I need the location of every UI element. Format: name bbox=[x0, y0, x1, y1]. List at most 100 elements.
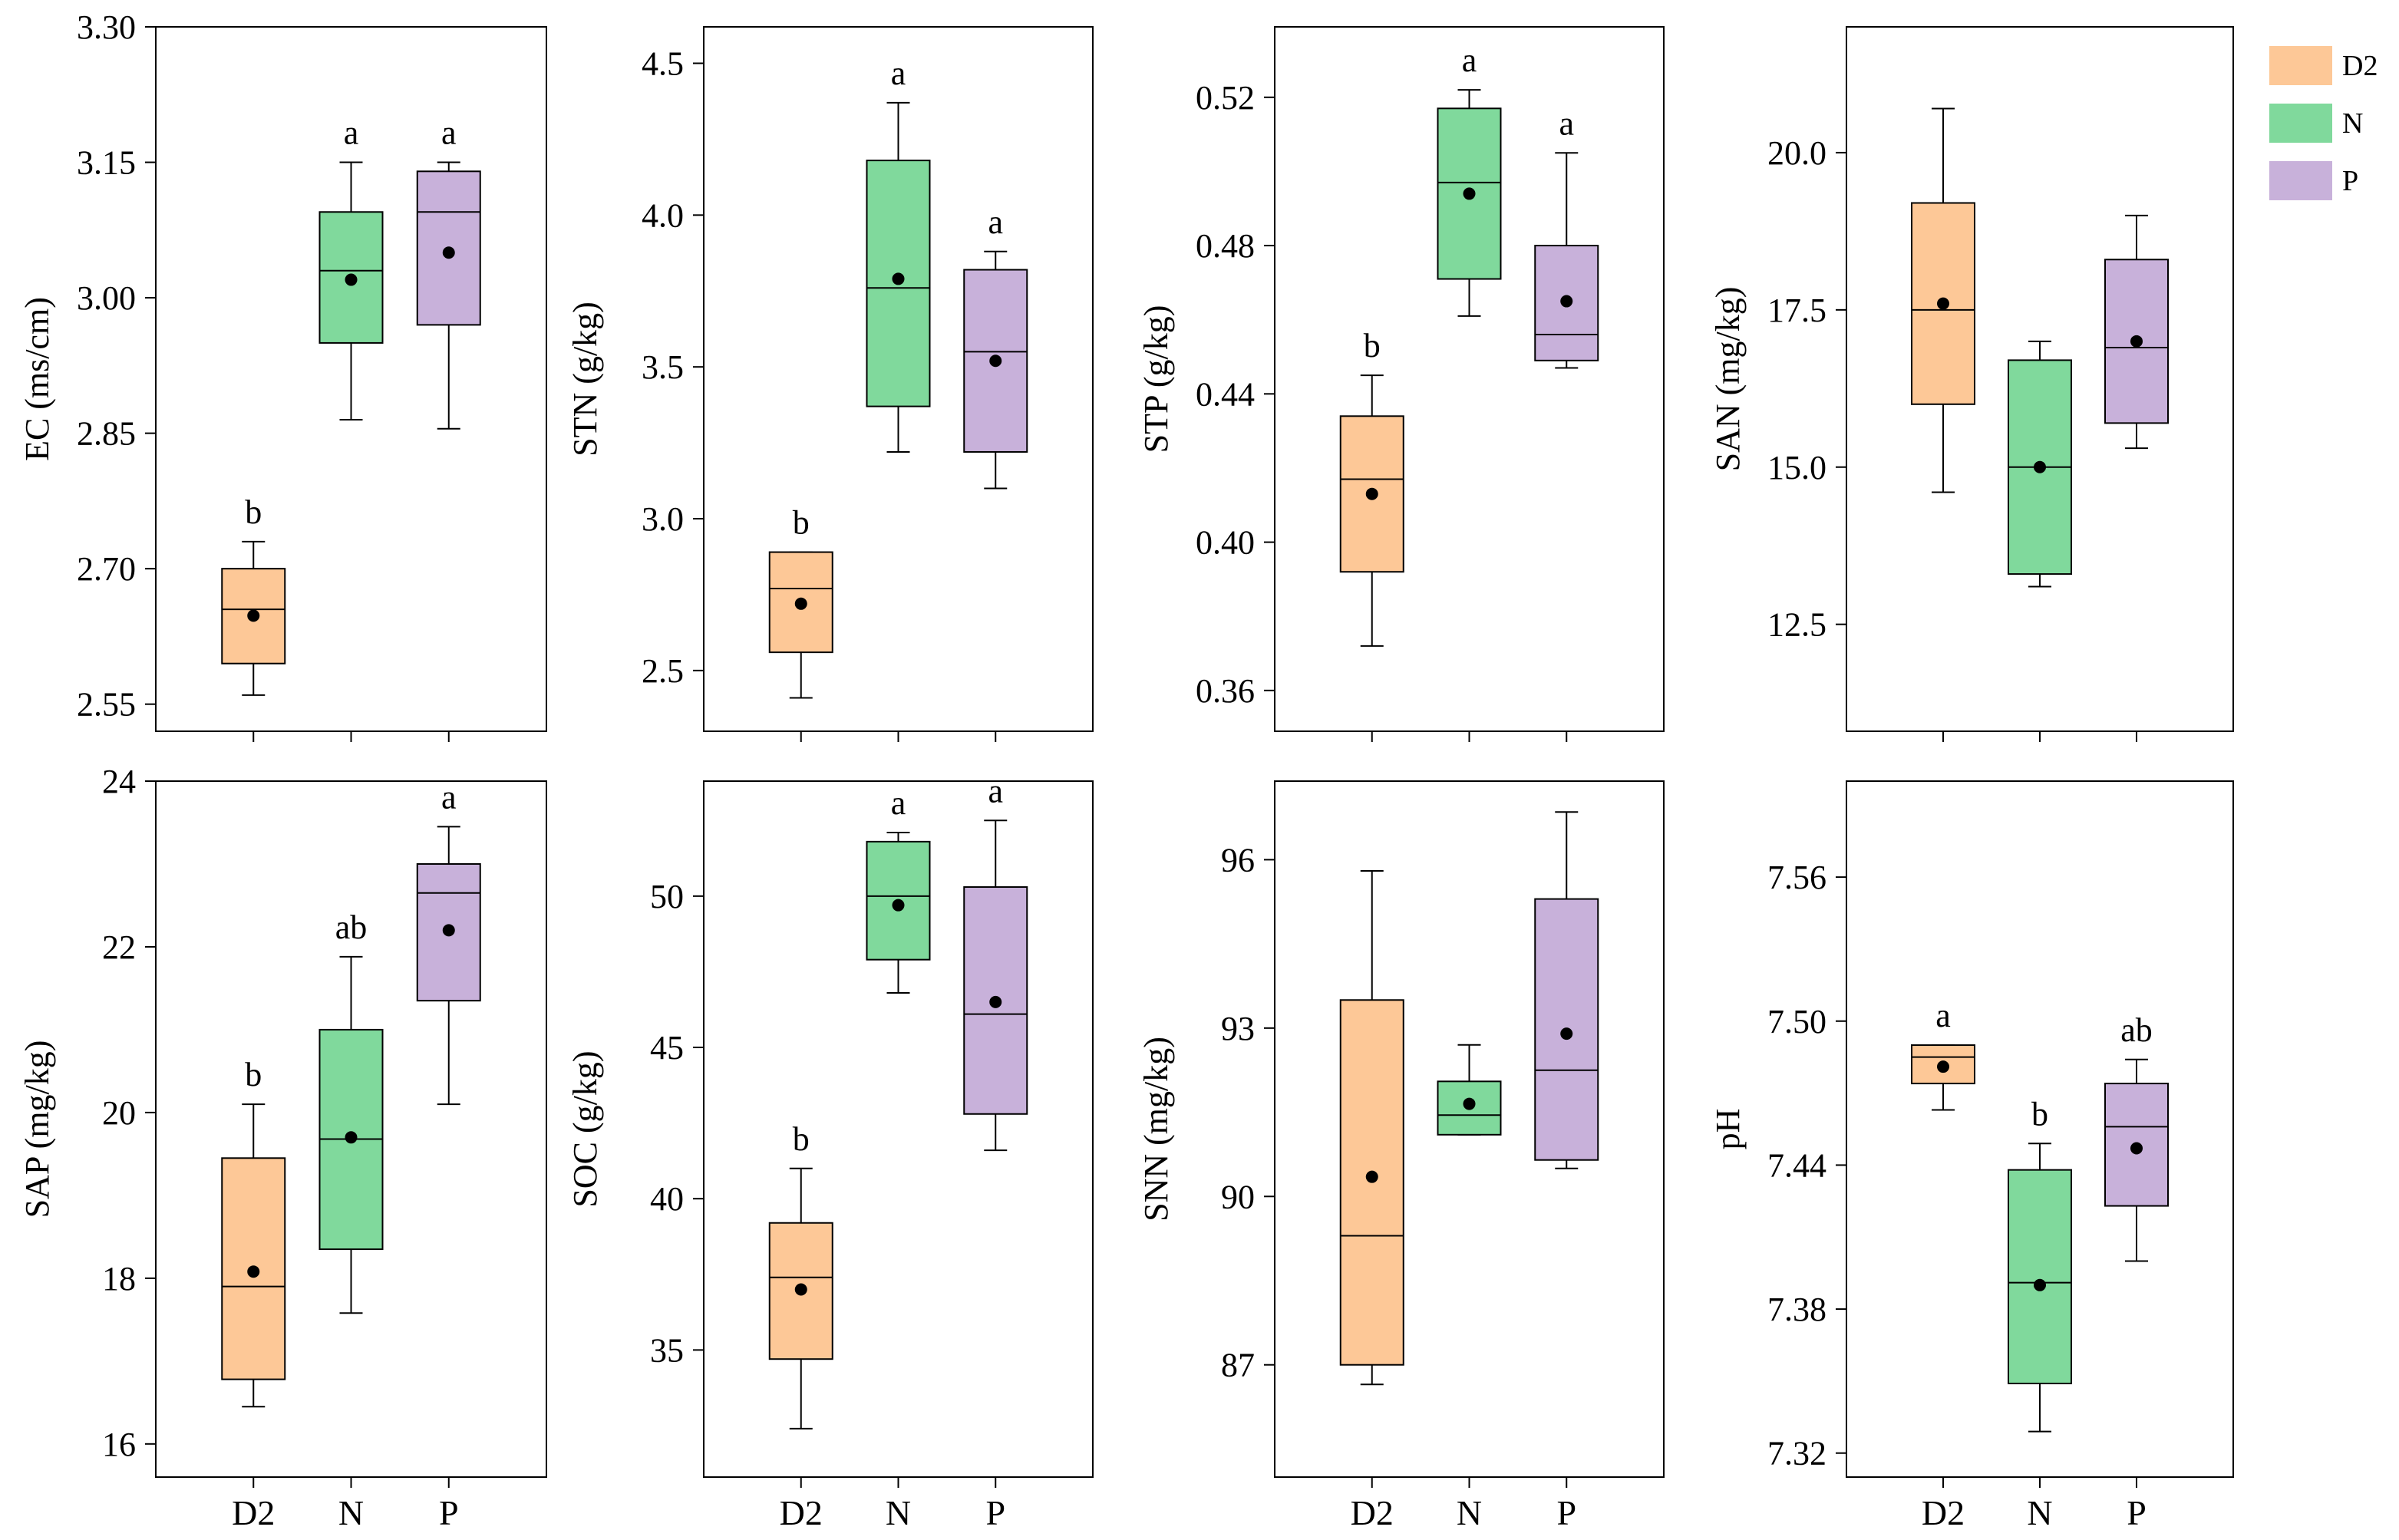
box-d2 bbox=[1339, 870, 1404, 1386]
box-n: b bbox=[2008, 1095, 2072, 1433]
significance-letter: ab bbox=[335, 909, 368, 946]
y-tick-label: 7.44 bbox=[1767, 1146, 1826, 1184]
y-tick-label: 20 bbox=[102, 1094, 136, 1132]
mean-point bbox=[989, 995, 1002, 1008]
y-tick-label: 4.5 bbox=[642, 45, 684, 82]
significance-letter: b bbox=[2031, 1095, 2048, 1133]
legend-label-n: N bbox=[2342, 107, 2363, 140]
panel-stp: 0.36 0.40 0.44 0.48 0.52 STP (g/kg) b a a bbox=[1137, 26, 1665, 742]
box-n: a bbox=[1437, 41, 1502, 317]
legend-swatch-p bbox=[2269, 161, 2332, 200]
mean-point bbox=[1463, 1097, 1476, 1110]
mean-point bbox=[247, 1265, 260, 1278]
significance-letter: b bbox=[793, 1120, 810, 1158]
y-axis-label: EC (ms/cm) bbox=[18, 297, 56, 461]
box-d2: b bbox=[768, 504, 833, 699]
y-tick-label: 3.5 bbox=[642, 348, 684, 386]
box-p: a bbox=[963, 203, 1028, 490]
significance-letter: a bbox=[891, 54, 906, 92]
significance-letter: a bbox=[988, 772, 1003, 810]
y-tick-label: 0.36 bbox=[1196, 672, 1255, 710]
iqr-box bbox=[2008, 1169, 2072, 1385]
box-p: a bbox=[963, 772, 1028, 1152]
mean-point bbox=[1463, 187, 1476, 200]
significance-letter: b bbox=[793, 504, 810, 542]
x-tick-label: P bbox=[439, 1493, 459, 1532]
box-p: ab bbox=[2104, 1011, 2169, 1262]
mean-point bbox=[2130, 1142, 2143, 1155]
legend-swatch-d2 bbox=[2269, 46, 2332, 85]
y-tick-label: 40 bbox=[650, 1180, 684, 1218]
mean-point bbox=[892, 899, 905, 912]
mean-point bbox=[345, 273, 358, 286]
y-tick-label: 24 bbox=[102, 763, 136, 800]
y-tick-label: 96 bbox=[1221, 841, 1255, 879]
y-tick-label: 12.5 bbox=[1767, 606, 1826, 644]
mean-point bbox=[1365, 487, 1378, 500]
mean-point bbox=[442, 924, 455, 937]
box-d2: b bbox=[768, 1120, 833, 1430]
mean-point bbox=[345, 1131, 358, 1144]
y-axis-label: SNN (mg/kg) bbox=[1137, 1037, 1175, 1222]
y-axis-label: SAP (mg/kg) bbox=[18, 1040, 56, 1218]
box-d2 bbox=[1911, 107, 1975, 493]
y-tick-label: 87 bbox=[1221, 1347, 1255, 1384]
box-d2: b bbox=[1339, 327, 1404, 647]
x-tick-label: N bbox=[338, 1493, 364, 1532]
y-axis-label: SAN (mg/kg) bbox=[1709, 287, 1747, 472]
box-n: ab bbox=[318, 909, 384, 1314]
box-n: a bbox=[866, 54, 931, 453]
significance-letter: b bbox=[1364, 327, 1381, 364]
y-tick-label: 45 bbox=[650, 1029, 684, 1067]
y-tick-label: 7.38 bbox=[1767, 1291, 1826, 1328]
legend-label-p: P bbox=[2342, 165, 2358, 197]
mean-point bbox=[1937, 1060, 1949, 1073]
x-tick-label: D2 bbox=[780, 1493, 823, 1532]
panel-soc: 35 40 45 50 SOC (g/kg) D2 N Pb a a bbox=[566, 772, 1094, 1532]
box-p: a bbox=[416, 114, 481, 430]
y-tick-label: 7.50 bbox=[1767, 1003, 1826, 1040]
box-n: a bbox=[866, 784, 931, 994]
box-n bbox=[1437, 1044, 1502, 1136]
y-tick-label: 22 bbox=[102, 928, 136, 966]
box-p: a bbox=[1534, 104, 1599, 369]
y-tick-label: 3.0 bbox=[642, 500, 684, 538]
mean-point bbox=[1937, 297, 1949, 310]
mean-point bbox=[247, 609, 260, 622]
legend-swatch-n bbox=[2269, 104, 2332, 143]
y-axis-label: STN (g/kg) bbox=[566, 302, 604, 457]
mean-point bbox=[794, 597, 807, 610]
y-tick-label: 7.32 bbox=[1767, 1435, 1826, 1472]
mean-point bbox=[1560, 1027, 1573, 1040]
panel-san: 12.5 15.0 17.5 20.0 SAN (mg/kg) bbox=[1709, 26, 2234, 742]
y-tick-label: 2.85 bbox=[77, 415, 136, 453]
box-d2: b bbox=[221, 1056, 286, 1408]
y-tick-label: 2.55 bbox=[77, 686, 136, 724]
mean-point bbox=[989, 354, 1002, 368]
y-tick-label: 20.0 bbox=[1767, 134, 1826, 172]
mean-point bbox=[1560, 295, 1573, 308]
y-axis-label: STP (g/kg) bbox=[1137, 305, 1175, 453]
mean-point bbox=[2034, 460, 2046, 473]
x-tick-label: P bbox=[2127, 1493, 2147, 1532]
panel-snn: 87 90 93 96 SNN (mg/kg) D2 N P bbox=[1137, 780, 1665, 1532]
box-n: a bbox=[318, 114, 384, 420]
significance-letter: a bbox=[891, 784, 906, 822]
y-tick-label: 4.0 bbox=[642, 196, 684, 234]
y-tick-label: 3.15 bbox=[77, 144, 136, 182]
legend-label-d2: D2 bbox=[2342, 50, 2378, 82]
significance-letter: b bbox=[245, 493, 262, 531]
mean-point bbox=[2130, 335, 2143, 348]
panel-ec: 2.55 2.70 2.85 3.00 3.15 3.30 EC (ms/cm) b a a bbox=[18, 8, 547, 742]
box-p bbox=[1534, 811, 1599, 1169]
y-tick-label: 18 bbox=[102, 1260, 136, 1298]
y-tick-label: 2.70 bbox=[77, 550, 136, 588]
y-tick-label: 90 bbox=[1221, 1178, 1255, 1215]
significance-letter: a bbox=[441, 114, 457, 152]
box-p bbox=[2104, 214, 2169, 450]
significance-letter: a bbox=[1559, 104, 1574, 142]
y-tick-label: 15.0 bbox=[1767, 449, 1826, 486]
y-tick-label: 7.56 bbox=[1767, 859, 1826, 896]
